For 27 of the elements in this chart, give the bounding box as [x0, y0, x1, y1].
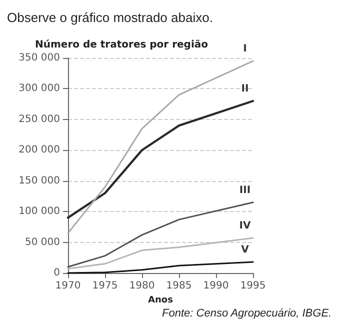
- source-note: Fonte: Censo Agropecuário, IBGE.: [162, 308, 332, 320]
- line-series: [67, 237, 254, 270]
- line-series: [67, 202, 254, 268]
- line-series: [66, 100, 254, 219]
- y-tick-label: 150 000: [18, 175, 60, 186]
- x-tick-label: 1980: [129, 280, 155, 292]
- series-label: I: [243, 44, 247, 55]
- x-tick-label: 1990: [203, 280, 229, 292]
- series-label: II: [241, 84, 249, 94]
- series-label: III: [239, 184, 251, 196]
- x-tick-label: 1975: [92, 280, 118, 292]
- chart-title: Observe o gráfico mostrado abaixo.: [7, 10, 213, 25]
- y-tick-label: 300 000: [18, 83, 60, 94]
- y-tick-label: 100 000: [18, 206, 60, 218]
- y-tick-label: 50 000: [25, 236, 60, 248]
- y-tick-label: 350 000: [18, 52, 60, 64]
- series-label: IV: [239, 220, 251, 232]
- y-tick-label: 250 000: [18, 114, 60, 125]
- series-label: V: [241, 244, 250, 256]
- y-tick-label: 0: [54, 268, 60, 278]
- x-tick-label: 1995: [240, 280, 266, 292]
- line-series: [67, 60, 254, 234]
- x-tick-label: 1985: [166, 280, 192, 292]
- x-tick-label: 1970: [55, 280, 81, 292]
- y-tick-label: 200 000: [18, 144, 60, 156]
- y-axis-title: Número de tratores por região: [35, 40, 208, 50]
- x-axis-title: Anos: [148, 295, 173, 306]
